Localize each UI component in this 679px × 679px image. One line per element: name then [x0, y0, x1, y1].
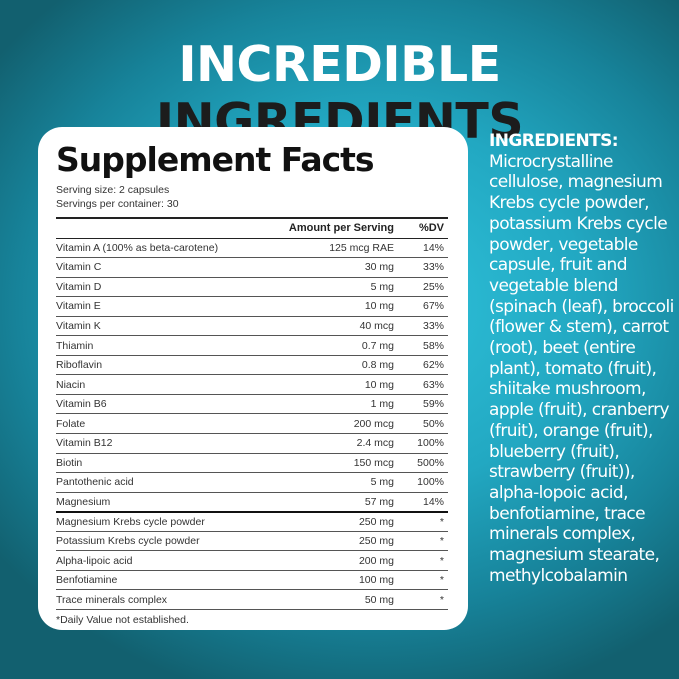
servings-per-container: Servings per container: 30 [56, 198, 179, 210]
nutrient-name: Vitamin K [56, 316, 259, 337]
table-row: Vitamin A (100% as beta-carotene) 125 mcg… [56, 238, 448, 259]
supplement-facts-card: Supplement Facts Serving size: 2 capsule… [38, 127, 468, 630]
nutrient-dv: * [408, 550, 448, 571]
nutrient-dv: 100% [408, 472, 448, 493]
nutrient-dv: 67% [408, 296, 448, 317]
nutrient-amount: 200 mg [258, 550, 408, 571]
nutrient-name: Alpha-lipoic acid [56, 550, 259, 571]
nutrient-dv: 500% [408, 453, 448, 474]
headline-part1: INCREDIBLE [178, 36, 501, 93]
nutrient-amount: 125 mcg RAE [258, 238, 408, 259]
nutrient-dv: 63% [408, 374, 448, 395]
nutrient-dv: * [408, 570, 448, 591]
nutrient-amount: 5 mg [258, 277, 408, 298]
nutrient-amount: 0.8 mg [258, 355, 408, 376]
nutrient-dv: 14% [408, 238, 448, 259]
nutrient-amount: 10 mg [258, 374, 408, 395]
ingredients-text: Microcrystalline cellulose, magnesium Kr… [489, 151, 674, 586]
nutrient-name: Vitamin E [56, 296, 259, 317]
table-row: Vitamin E 10 mg 67% [56, 296, 448, 317]
nutrient-name: Biotin [56, 453, 259, 474]
nutrient-amount: 50 mg [258, 589, 408, 610]
nutrient-name: Magnesium Krebs cycle powder [56, 511, 259, 532]
nutrient-name: Vitamin A (100% as beta-carotene) [56, 238, 259, 259]
nutrient-dv: 50% [408, 413, 448, 434]
table-row: Niacin 10 mg 63% [56, 374, 448, 395]
table-row: Riboflavin 0.8 mg 62% [56, 355, 448, 376]
dv-header: %DV [408, 218, 448, 239]
nutrient-name: Vitamin B6 [56, 394, 259, 415]
nutrient-name: Pantothenic acid [56, 472, 259, 493]
nutrient-amount: 57 mg [258, 492, 408, 513]
nutrient-amount: 200 mcg [258, 413, 408, 434]
nutrient-name: Riboflavin [56, 355, 259, 376]
ingredients-title: INGREDIENTS: [489, 131, 619, 151]
table-row: Magnesium Krebs cycle powder 250 mg * [56, 511, 448, 532]
nutrient-dv: 100% [408, 433, 448, 454]
facts-table: Amount per Serving %DV Vitamin A (100% as… [56, 217, 448, 610]
nutrient-name: Vitamin B12 [56, 433, 259, 454]
nutrient-name: Magnesium [56, 492, 259, 513]
nutrient-name: Trace minerals complex [56, 589, 259, 610]
table-row: Trace minerals complex 50 mg * [56, 589, 448, 610]
nutrient-amount: 5 mg [258, 472, 408, 493]
nutrient-amount: 2.4 mcg [258, 433, 408, 454]
amount-header: Amount per Serving [258, 218, 408, 239]
table-row: Vitamin B6 1 mg 59% [56, 394, 448, 415]
table-row: Vitamin K 40 mcg 33% [56, 316, 448, 337]
table-row: Biotin 150 mcg 500% [56, 453, 448, 474]
nutrient-amount: 30 mg [258, 257, 408, 278]
nutrient-dv: * [408, 511, 448, 532]
nutrient-name: Vitamin D [56, 277, 259, 298]
nutrient-name: Vitamin C [56, 257, 259, 278]
serving-size: Serving size: 2 capsules [56, 184, 170, 196]
nutrient-dv: * [408, 589, 448, 610]
nutrient-dv: 62% [408, 355, 448, 376]
nutrient-dv: 33% [408, 257, 448, 278]
nutrient-name: Niacin [56, 374, 259, 395]
table-row: Alpha-lipoic acid 200 mg * [56, 550, 448, 571]
table-row: Vitamin C 30 mg 33% [56, 257, 448, 278]
nutrient-amount: 10 mg [258, 296, 408, 317]
headline: INCREDIBLE INGREDIENTS [0, 36, 679, 150]
nutrient-dv: * [408, 531, 448, 552]
nutrient-dv: 59% [408, 394, 448, 415]
table-row: Magnesium 57 mg 14% [56, 492, 448, 513]
nutrient-dv: 33% [408, 316, 448, 337]
nutrient-amount: 150 mcg [258, 453, 408, 474]
table-row: Potassium Krebs cycle powder 250 mg * [56, 531, 448, 552]
nutrient-amount: 100 mg [258, 570, 408, 591]
footnote: *Daily Value not established. [56, 613, 189, 626]
nutrient-name: Benfotiamine [56, 570, 259, 591]
ingredients-panel: INGREDIENTS: Microcrystalline cellulose,… [489, 131, 674, 586]
nutrient-dv: 14% [408, 492, 448, 513]
table-row: Vitamin B12 2.4 mcg 100% [56, 433, 448, 454]
table-row: Folate 200 mcg 50% [56, 413, 448, 434]
nutrient-name: Potassium Krebs cycle powder [56, 531, 259, 552]
table-row: Benfotiamine 100 mg * [56, 570, 448, 591]
nutrient-amount: 1 mg [258, 394, 408, 415]
nutrient-name: Folate [56, 413, 259, 434]
nutrient-dv: 58% [408, 335, 448, 356]
nutrient-dv: 25% [408, 277, 448, 298]
table-row: Pantothenic acid 5 mg 100% [56, 472, 448, 493]
nutrient-name: Thiamin [56, 335, 259, 356]
facts-title: Supplement Facts [56, 140, 375, 179]
table-row: Thiamin 0.7 mg 58% [56, 335, 448, 356]
nutrient-amount: 250 mg [258, 511, 408, 532]
nutrient-amount: 250 mg [258, 531, 408, 552]
nutrient-amount: 0.7 mg [258, 335, 408, 356]
nutrient-amount: 40 mcg [258, 316, 408, 337]
